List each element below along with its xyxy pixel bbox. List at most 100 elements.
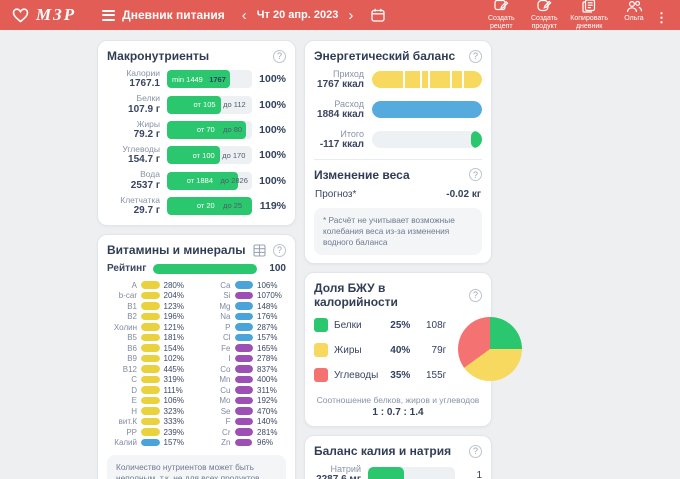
menu-icon[interactable]: [102, 9, 116, 21]
macro-name: Белки: [136, 93, 160, 104]
energy-value: -117 ккал: [319, 139, 364, 151]
nutrient-row: B5 181%: [107, 333, 193, 343]
nutrient-name: Na: [220, 312, 231, 322]
nutrient-bar: [141, 344, 160, 352]
nutrient-percent: 311%: [257, 385, 277, 395]
nutrient-row: Se 470%: [201, 407, 287, 416]
macro-percent: 100%: [259, 123, 286, 136]
nutrient-name: Co: [220, 364, 231, 374]
energy-row: Приход 1767 ккал: [314, 69, 482, 91]
nutrient-bar: [234, 312, 253, 321]
nutrient-percent: 281%: [257, 427, 278, 437]
help-icon[interactable]: [469, 49, 482, 63]
macro-percent: 100%: [259, 73, 286, 86]
nutrient-percent: 278%: [257, 354, 278, 364]
nutrient-bar: [234, 323, 253, 331]
logo[interactable]: МЗР: [12, 5, 76, 25]
legend-row: Белки 25% 108г: [314, 318, 447, 333]
energy-bar: [372, 101, 482, 119]
help-icon[interactable]: [469, 288, 482, 302]
nutrient-row: Si 1070%: [201, 291, 287, 301]
nutrient-row: B6 154%: [107, 344, 193, 353]
table-view-icon[interactable]: [253, 244, 266, 257]
macro-percent: 100%: [259, 149, 286, 162]
weight-change-title: Изменение веса: [314, 167, 410, 182]
macro-name: Углеводы: [122, 144, 160, 155]
energy-bar: [372, 71, 482, 89]
nutrient-row: B9 102%: [107, 354, 193, 363]
legend-row: Жиры 40% 79г: [314, 343, 446, 358]
nutrient-name: вит.К: [118, 417, 137, 427]
macronutrients-title: Макронутриенты: [107, 49, 210, 63]
vitamins-title: Витамины и минералы: [107, 243, 246, 258]
help-icon[interactable]: [469, 168, 482, 182]
nutrient-percent: 176%: [257, 312, 278, 322]
nutrient-name: Mn: [219, 375, 231, 385]
forecast-row: Прогноз* -0.02 кг: [315, 189, 481, 200]
create-product-button[interactable]: Создать продукт: [527, 0, 561, 31]
calendar-icon[interactable]: [371, 8, 385, 22]
kna-title: Баланс калия и натрия: [314, 444, 452, 459]
nutrient-percent: 157%: [257, 333, 278, 343]
nutrient-name: E: [131, 396, 137, 406]
user-olga-button[interactable]: Ольга: [617, 0, 651, 23]
nutrient-name: B2: [127, 312, 137, 322]
nutrient-row: Холин 121%: [107, 322, 193, 332]
kna-bar: [368, 466, 455, 479]
help-icon[interactable]: [273, 49, 286, 63]
copy-diary-button[interactable]: Копировать дневник: [570, 0, 608, 31]
nutrient-row: Cr 281%: [201, 427, 287, 437]
nutrient-percent: 837%: [257, 364, 278, 374]
nutrient-row: A 280%: [107, 281, 193, 290]
nutrient-bar: [141, 312, 160, 321]
nutrient-percent: 400%: [257, 375, 278, 385]
nutrient-bar: [141, 365, 160, 373]
nutrient-percent: 148%: [257, 301, 278, 311]
help-icon[interactable]: [273, 243, 286, 257]
nutrient-bar: [141, 396, 160, 405]
macro-name: Жиры: [136, 118, 160, 129]
legend-grams: 108г: [425, 319, 447, 331]
macro-row: Углеводы 154.7 г от 100 до 170 100%: [107, 144, 286, 165]
nutrient-row: B12 445%: [107, 364, 193, 374]
bju-ratio: 1 : 0.7 : 1.4: [372, 407, 424, 419]
macro-value: 2537 г: [130, 179, 160, 191]
nutrient-row: Cu 311%: [201, 385, 287, 395]
bju-pie-chart: [458, 317, 523, 382]
header-actions: Создать рецепт Создать продукт Копировать д…: [484, 0, 651, 31]
bju-caption: Соотношение белков, жиров и углеводов: [316, 395, 480, 406]
nutrient-row: P 287%: [201, 323, 287, 332]
legend-swatch: [314, 368, 328, 383]
create-recipe-button[interactable]: Создать рецепт: [484, 0, 518, 31]
nutrient-row: I 278%: [201, 354, 287, 364]
nutrient-name: Si: [223, 291, 231, 301]
nutrient-bar: [234, 333, 253, 342]
macro-progress-bar: min 1449 1767: [167, 70, 252, 89]
legend-swatch: [314, 343, 328, 358]
nutrient-name: B5: [127, 333, 137, 343]
macro-name: Калории: [126, 68, 160, 78]
legend-percent: 25%: [390, 319, 411, 331]
prev-day-button[interactable]: ‹: [241, 6, 247, 24]
kna-value: 2287.6 мг: [314, 474, 361, 479]
nutrient-percent: 319%: [163, 375, 184, 385]
more-menu-icon[interactable]: ⋮: [655, 9, 668, 25]
nutrient-row: Cl 157%: [201, 333, 287, 343]
nutrient-percent: 445%: [163, 364, 184, 374]
nutrient-name: I: [228, 354, 231, 364]
vitamins-card: Витамины и минералы Рейтинг 100: [97, 234, 296, 479]
kna-row: Натрий 2287.6 мг 1: [314, 464, 482, 479]
macro-value: 29.7 г: [133, 205, 160, 217]
nutrient-bar: [141, 438, 160, 447]
nutrient-name: Холин: [113, 322, 137, 332]
nutrient-bar: [234, 281, 253, 289]
next-day-button[interactable]: ›: [348, 6, 354, 24]
bju-legend: Белки 25% 108г Жиры 40% 79г Углеводы 35%…: [314, 315, 446, 393]
nutrient-bar: [141, 323, 160, 331]
forecast-value: -0.02 кг: [446, 188, 481, 200]
energy-row: Итого -117 ккал: [314, 129, 482, 151]
help-icon[interactable]: [469, 444, 482, 458]
nutrient-row: D 111%: [107, 386, 193, 395]
nutrient-row: B2 196%: [107, 312, 193, 322]
